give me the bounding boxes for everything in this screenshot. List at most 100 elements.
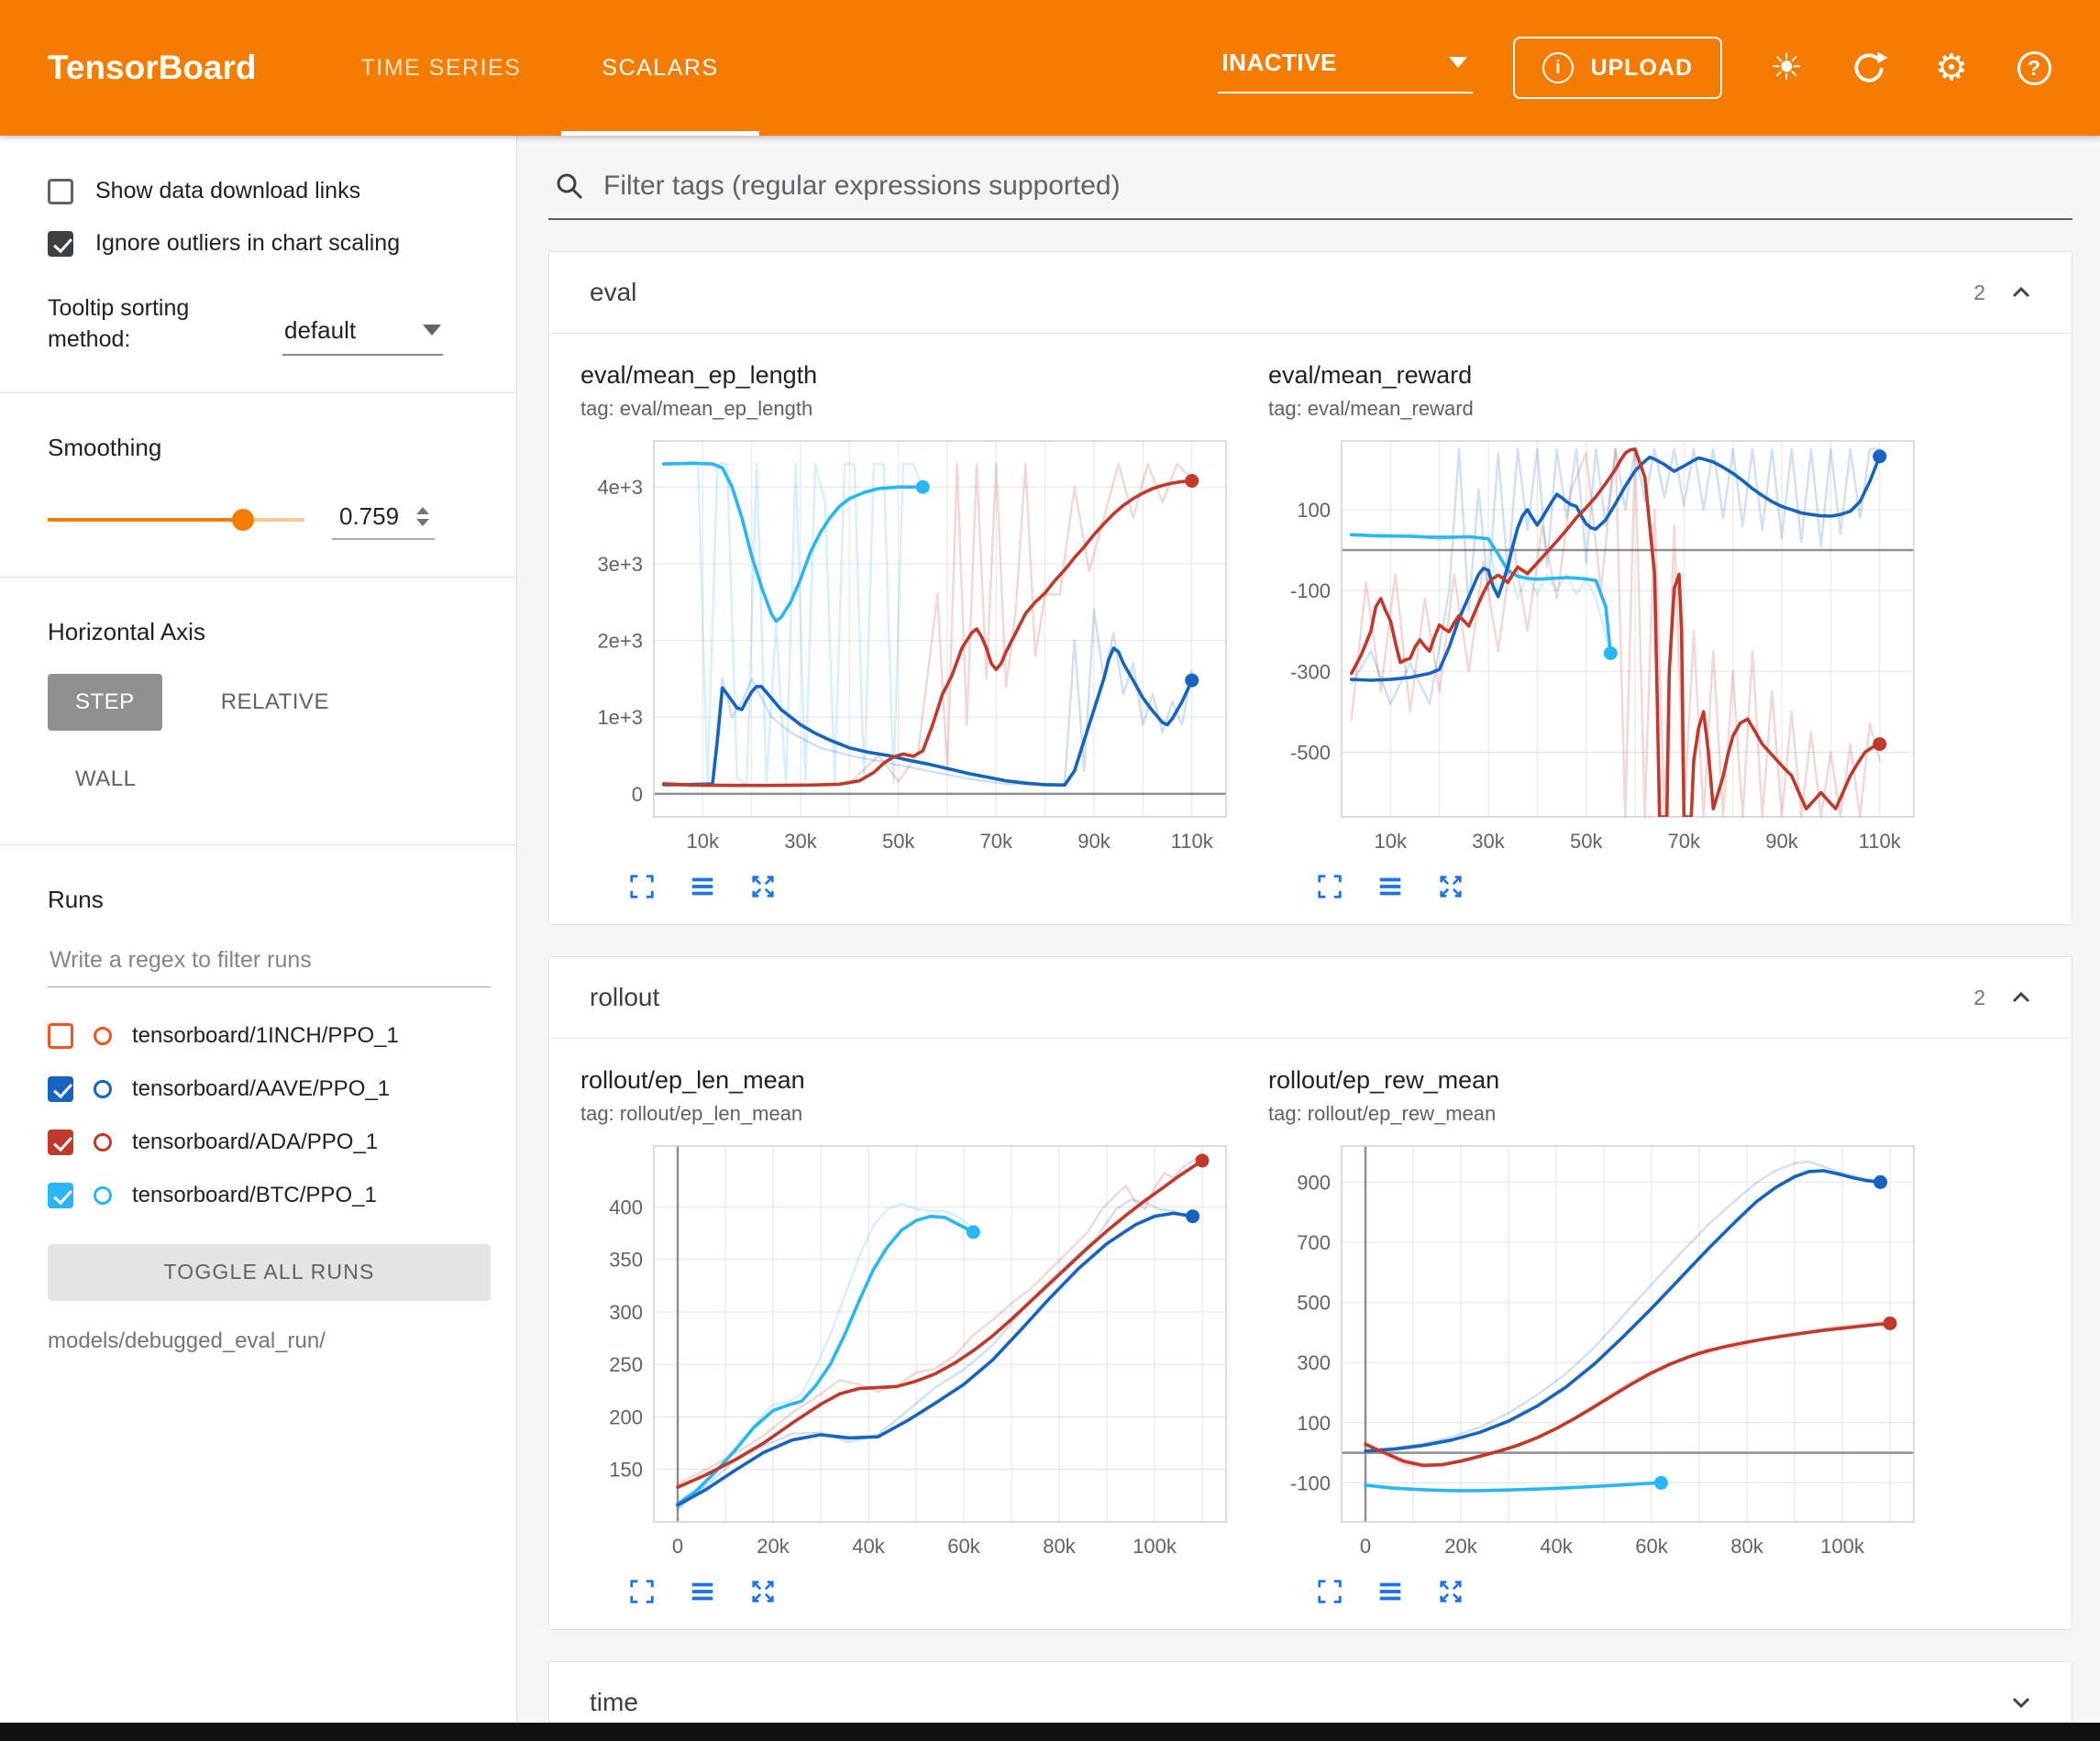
fullscreen-icon[interactable] [1316, 1578, 1343, 1605]
run-end-dot[interactable] [916, 480, 930, 494]
line-chart[interactable]: 020k40k60k80k100k-100100300500700900 [1265, 1133, 1929, 1564]
x-tick-label: 30k [784, 830, 817, 853]
run-color-circle[interactable] [94, 1186, 112, 1205]
y-tick-label: 200 [609, 1406, 643, 1429]
smoothing-slider[interactable] [48, 506, 304, 534]
status-dropdown[interactable]: INACTIVE [1218, 43, 1473, 94]
run-color-circle[interactable] [94, 1027, 112, 1045]
eval-section-header[interactable]: eval 2 [549, 252, 2072, 333]
show-download-links-checkbox[interactable] [48, 179, 73, 204]
data-table-icon[interactable] [1376, 1578, 1404, 1605]
fit-domain-icon[interactable] [1437, 873, 1464, 900]
run-row[interactable]: tensorboard/AAVE/PPO_1 [48, 1063, 491, 1116]
tooltip-sorting-select[interactable]: default [282, 313, 443, 356]
run-end-dot[interactable] [1196, 1154, 1210, 1168]
runs-filter-input[interactable]: Write a regex to filter runs [48, 942, 491, 987]
ignore-outliers-row[interactable]: Ignore outliers in chart scaling [48, 230, 491, 257]
run-end-dot[interactable] [1604, 646, 1618, 660]
run-checkbox[interactable] [48, 1076, 73, 1102]
tab-time-series[interactable]: TIME SERIES [321, 0, 562, 136]
show-download-links-row[interactable]: Show data download links [48, 178, 491, 204]
fit-domain-icon[interactable] [749, 873, 777, 900]
run-line [1365, 1322, 1890, 1468]
run-checkbox[interactable] [48, 1183, 73, 1208]
run-end-dot[interactable] [1186, 1209, 1199, 1223]
run-end-dot[interactable] [1873, 737, 1886, 751]
run-end-dot[interactable] [1185, 674, 1199, 688]
chart-tag: tag: rollout/ep_len_mean [580, 1102, 1241, 1126]
expand-icon[interactable] [2007, 1689, 2035, 1716]
slider-thumb[interactable] [232, 509, 254, 531]
horizontal-axis-label: Horizontal Axis [48, 618, 491, 646]
smoothing-label: Smoothing [48, 434, 491, 462]
fit-domain-icon[interactable] [1437, 1578, 1464, 1605]
settings-gear-icon[interactable]: ⚙ [1931, 48, 1972, 88]
run-row[interactable]: tensorboard/ADA/PPO_1 [48, 1116, 491, 1169]
collapse-icon[interactable] [2007, 279, 2035, 306]
y-tick-label: -300 [1290, 660, 1331, 683]
fit-domain-icon[interactable] [749, 1578, 777, 1605]
data-table-icon[interactable] [689, 873, 716, 900]
help-icon[interactable]: ? [2014, 48, 2054, 88]
filter-tags-input[interactable]: Filter tags (regular expressions support… [603, 171, 1121, 202]
line-chart[interactable]: 10k30k50k70k90k110k100-100-300-500 [1265, 428, 1929, 859]
run-end-dot[interactable] [967, 1225, 980, 1239]
run-row[interactable]: tensorboard/BTC/PPO_1 [48, 1169, 491, 1222]
x-tick-label: 60k [947, 1535, 980, 1558]
tab-scalars[interactable]: SCALARS [561, 0, 758, 136]
x-tick-label: 0 [1360, 1535, 1371, 1558]
run-checkbox[interactable] [48, 1129, 73, 1155]
run-row[interactable]: tensorboard/1INCH/PPO_1 [48, 1009, 491, 1063]
run-end-dot[interactable] [1873, 449, 1886, 463]
x-tick-label: 70k [1668, 830, 1701, 853]
status-label: INACTIVE [1221, 49, 1336, 77]
collapse-icon[interactable] [2007, 984, 2035, 1011]
run-color-circle[interactable] [94, 1133, 112, 1151]
rollout-section-card: rollout 2 rollout/ep_len_meantag: rollou… [548, 956, 2072, 1630]
page-body: Show data download links Ignore outliers… [0, 136, 2100, 1741]
fullscreen-icon[interactable] [628, 873, 656, 900]
axis-option-step[interactable]: STEP [48, 674, 162, 731]
refresh-icon[interactable] [1849, 48, 1889, 88]
brightness-icon[interactable]: ☀ [1766, 48, 1807, 88]
run-checkbox[interactable] [48, 1023, 73, 1049]
data-table-icon[interactable] [1376, 873, 1404, 900]
toggle-all-runs-button[interactable]: TOGGLE ALL RUNS [48, 1244, 491, 1301]
upload-button[interactable]: i UPLOAD [1513, 37, 1722, 99]
line-chart[interactable]: 020k40k60k80k100k150200250300350400 [577, 1133, 1241, 1564]
x-tick-label: 20k [1444, 1535, 1477, 1558]
fullscreen-icon[interactable] [1316, 873, 1343, 900]
spinner-arrows-icon[interactable] [416, 507, 429, 526]
run-end-dot[interactable] [1185, 474, 1199, 488]
rollout-charts: rollout/ep_len_meantag: rollout/ep_len_m… [549, 1038, 2072, 1629]
line-chart[interactable]: 10k30k50k70k90k110k01e+32e+33e+34e+3 [577, 428, 1241, 859]
run-end-dot[interactable] [1873, 1175, 1887, 1189]
x-tick-label: 60k [1635, 1535, 1668, 1558]
y-tick-label: 2e+3 [597, 630, 643, 653]
upload-label: UPLOAD [1590, 55, 1693, 82]
chart-tag: tag: rollout/ep_rew_mean [1268, 1102, 1929, 1126]
axis-option-relative[interactable]: RELATIVE [193, 674, 357, 731]
run-label: tensorboard/1INCH/PPO_1 [132, 1023, 399, 1049]
smoothing-value-input[interactable]: 0.759 [332, 501, 435, 540]
filter-tags-bar[interactable]: Filter tags (regular expressions support… [548, 161, 2072, 220]
run-line [1365, 1171, 1881, 1451]
x-tick-label: 0 [672, 1535, 683, 1558]
run-line [678, 1161, 1202, 1487]
run-end-dot[interactable] [1884, 1317, 1897, 1330]
x-tick-label: 40k [1540, 1535, 1573, 1558]
ignore-outliers-checkbox[interactable] [48, 231, 73, 257]
axis-option-wall[interactable]: WALL [48, 751, 163, 808]
y-tick-label: 0 [632, 783, 643, 806]
search-icon [554, 171, 585, 202]
data-table-icon[interactable] [689, 1578, 716, 1605]
section-count: 2 [1973, 281, 1985, 305]
run-end-dot[interactable] [1654, 1476, 1668, 1490]
slider-fill [48, 518, 243, 522]
fullscreen-icon[interactable] [628, 1578, 656, 1605]
smoothing-value: 0.759 [339, 502, 399, 531]
rollout-section-header[interactable]: rollout 2 [549, 957, 2072, 1038]
run-color-circle[interactable] [94, 1080, 112, 1098]
y-tick-label: 150 [609, 1459, 643, 1482]
x-tick-label: 50k [882, 830, 915, 853]
